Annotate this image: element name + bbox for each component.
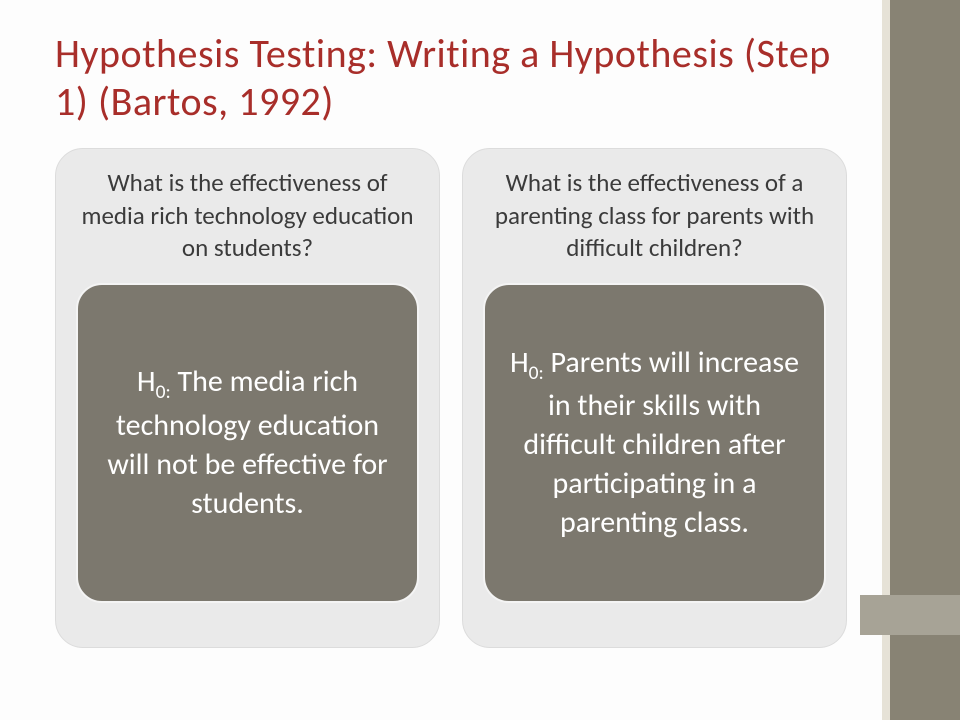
question-right: What is the effectiveness of a parenting… [483,167,826,265]
hypothesis-box-left: H0: The media rich technology education … [76,283,419,603]
question-left: What is the effectiveness of media rich … [76,167,419,265]
h-label-left: H [137,363,156,400]
h-sub-right: 0: [529,361,544,385]
hypothesis-right: H0: Parents will increase in their skill… [507,343,802,542]
h-sub-left: 0: [156,380,171,404]
hypothesis-box-right: H0: Parents will increase in their skill… [483,283,826,603]
hypothesis-left: H0: The media rich technology education … [100,362,395,522]
boxes-row: What is the effectiveness of media rich … [55,148,847,648]
column-left: What is the effectiveness of media rich … [55,148,440,648]
h-label-right: H [510,344,529,381]
slide-title: Hypothesis Testing: Writing a Hypothesis… [55,30,847,126]
hypothesis-text-right: Parents will increase in their skills wi… [523,344,799,541]
column-right: What is the effectiveness of a parenting… [462,148,847,648]
slide-content: Hypothesis Testing: Writing a Hypothesis… [0,0,882,720]
